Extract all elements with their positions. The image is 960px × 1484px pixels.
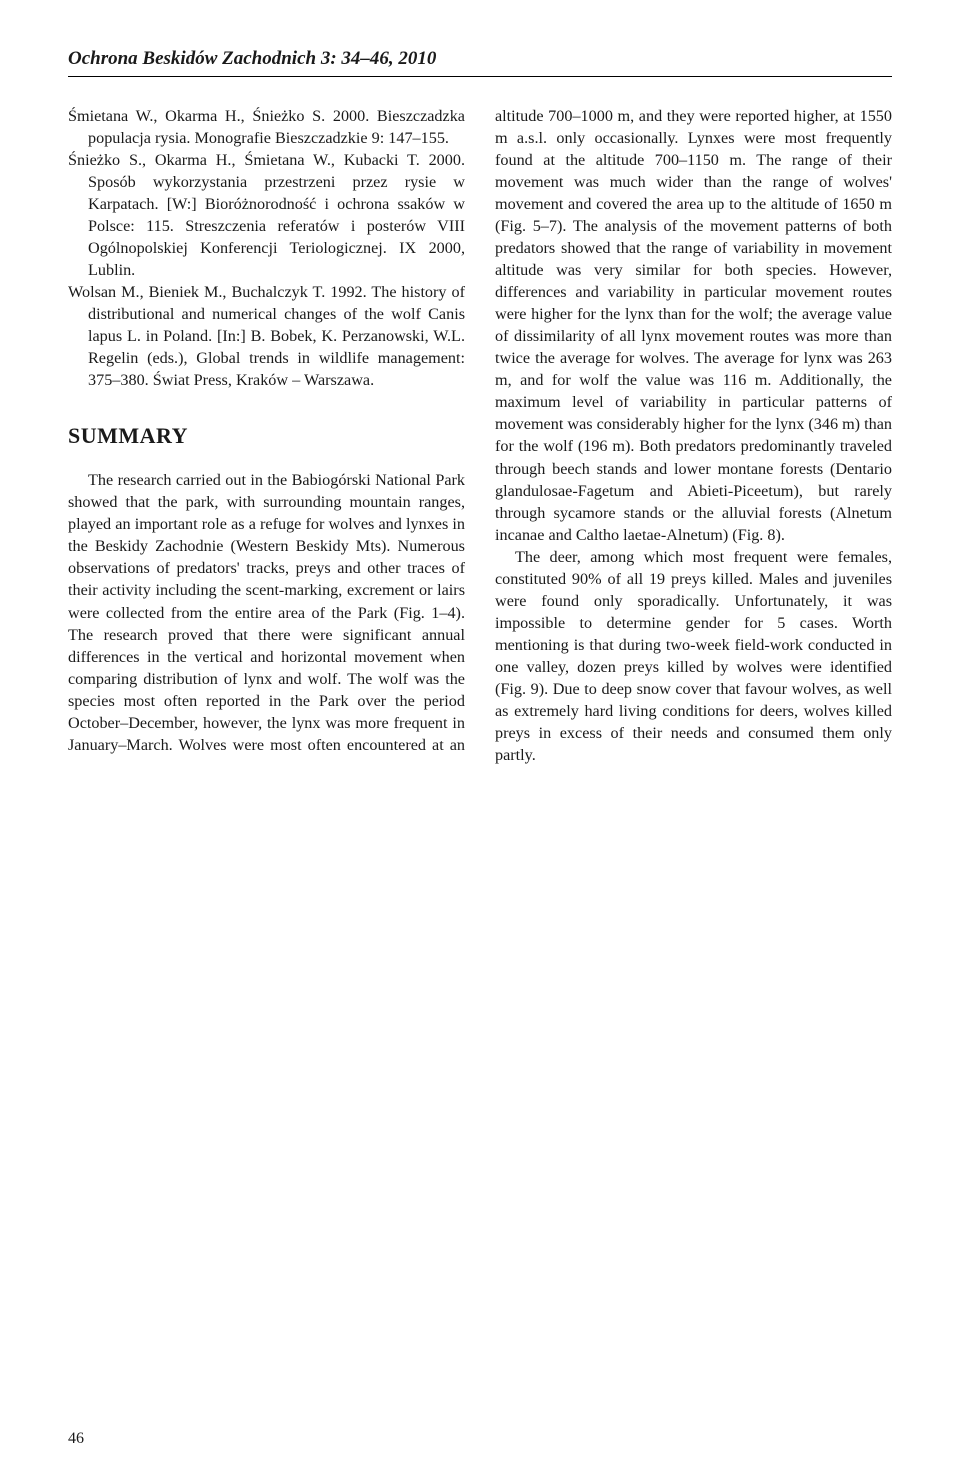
page-number: 46 xyxy=(68,1430,84,1448)
reference-entry: Wolsan M., Bieniek M., Buchalczyk T. 199… xyxy=(68,281,465,391)
two-column-body: Śmietana W., Okarma H., Śnieżko S. 2000.… xyxy=(68,105,892,766)
reference-entry: Śnieżko S., Okarma H., Śmietana W., Kuba… xyxy=(68,149,465,281)
reference-entry: Śmietana W., Okarma H., Śnieżko S. 2000.… xyxy=(68,105,465,149)
section-heading-summary: SUMMARY xyxy=(68,421,465,451)
running-head: Ochrona Beskidów Zachodnich 3: 34–46, 20… xyxy=(68,48,892,77)
summary-paragraph: The deer, among which most frequent were… xyxy=(495,546,892,766)
